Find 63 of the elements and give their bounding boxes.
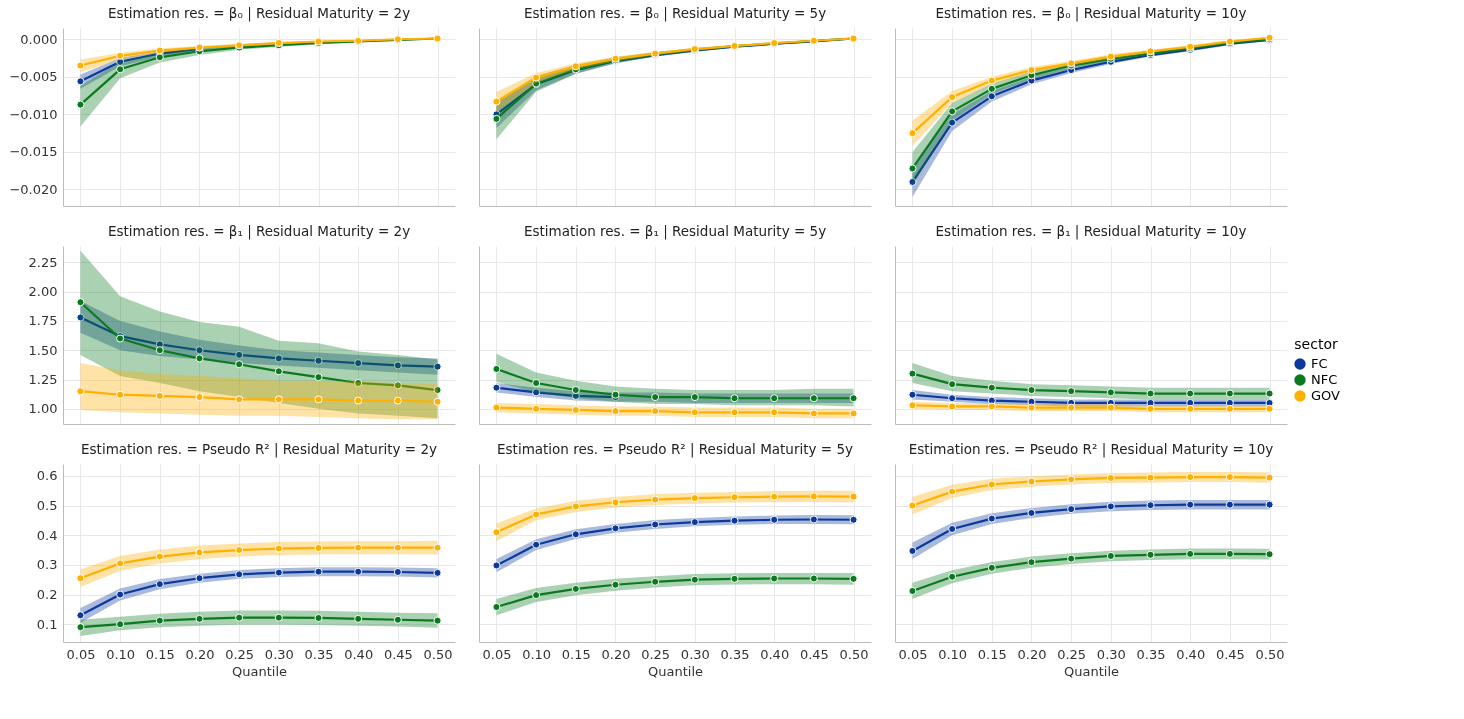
x-tick-label: 0.25 [641, 646, 671, 662]
x-tick-label: 0.15 [977, 646, 1007, 662]
x-tick-label: 0.10 [522, 646, 552, 662]
y-tick-label: −0.020 [9, 181, 58, 197]
x-tick-label: 0.25 [1057, 646, 1087, 662]
y-tick-label: 0.1 [36, 616, 58, 632]
chart-title: Estimation res. = Pseudo R² | Residual Maturity = 2y [81, 440, 437, 458]
x-tick-label: 0.35 [720, 646, 750, 662]
x-tick-label: 0.05 [66, 646, 96, 662]
chart-title: Estimation res. = Pseudo R² | Residual Maturity = 10y [908, 440, 1274, 458]
chart-title: Estimation res. = β₀ | Residual Maturity = 10y [935, 4, 1247, 22]
y-tick-label: 1.00 [28, 401, 58, 417]
x-tick-label: 0.20 [601, 646, 631, 662]
x-tick-label: 0.45 [1215, 646, 1245, 662]
y-tick-label: 0.4 [36, 527, 58, 543]
x-tick-label: 0.40 [760, 646, 790, 662]
legend-label: GOV [1311, 388, 1341, 403]
x-tick-label: 0.35 [304, 646, 334, 662]
x-tick-label: 0.50 [1255, 646, 1285, 662]
y-tick-label: 2.00 [28, 284, 58, 300]
y-tick-label: −0.005 [9, 69, 58, 85]
x-tick-label: 0.40 [344, 646, 374, 662]
y-tick-label: −0.010 [9, 106, 58, 122]
y-tick-label: 1.50 [28, 342, 58, 358]
y-tick-label: 1.75 [28, 313, 58, 329]
chart-title: Estimation res. = β₁ | Residual Maturity = 2y [107, 222, 411, 240]
x-axis-title: Quantile [1064, 663, 1119, 679]
y-tick-label: 0.6 [36, 468, 58, 484]
y-tick-label: 2.25 [28, 254, 58, 270]
x-tick-label: 0.40 [1176, 646, 1206, 662]
x-tick-label: 0.15 [145, 646, 175, 662]
x-tick-label: 0.10 [938, 646, 968, 662]
x-tick-label: 0.05 [482, 646, 512, 662]
x-tick-label: 0.20 [185, 646, 215, 662]
legend-title: sector [1294, 336, 1338, 352]
x-axis-title: Quantile [232, 663, 287, 679]
x-tick-label: 0.25 [225, 646, 255, 662]
x-tick-label: 0.10 [106, 646, 136, 662]
y-tick-label: −0.015 [9, 144, 58, 160]
x-tick-label: 0.35 [1136, 646, 1166, 662]
chart-title: Estimation res. = β₁ | Residual Maturity = 10y [935, 222, 1247, 240]
x-tick-label: 0.15 [561, 646, 591, 662]
y-tick-label: 0.3 [36, 557, 58, 573]
y-tick-label: 1.25 [28, 372, 58, 387]
x-tick-label: 0.30 [1096, 646, 1126, 662]
x-tick-label: 0.30 [680, 646, 710, 662]
legend-label: FC [1311, 356, 1328, 371]
x-tick-label: 0.50 [423, 646, 453, 662]
chart-title: Estimation res. = β₀ | Residual Maturity = 5y [523, 4, 827, 22]
y-tick-label: 0.000 [20, 31, 58, 47]
x-tick-label: 0.50 [839, 646, 869, 662]
y-tick-label: 0.5 [36, 498, 58, 514]
x-tick-label: 0.45 [383, 646, 413, 662]
x-tick-label: 0.45 [799, 646, 829, 662]
chart-title: Estimation res. = β₀ | Residual Maturity = 2y [107, 4, 411, 22]
x-tick-label: 0.30 [264, 646, 294, 662]
x-tick-label: 0.05 [898, 646, 928, 662]
x-tick-label: 0.20 [1017, 646, 1047, 662]
x-axis-title: Quantile [648, 663, 703, 679]
chart-title: Estimation res. = β₁ | Residual Maturity = 5y [523, 222, 827, 240]
chart-title: Estimation res. = Pseudo R² | Residual Maturity = 5y [497, 440, 853, 458]
legend-label: NFC [1311, 372, 1338, 387]
y-tick-label: 0.2 [36, 587, 58, 603]
